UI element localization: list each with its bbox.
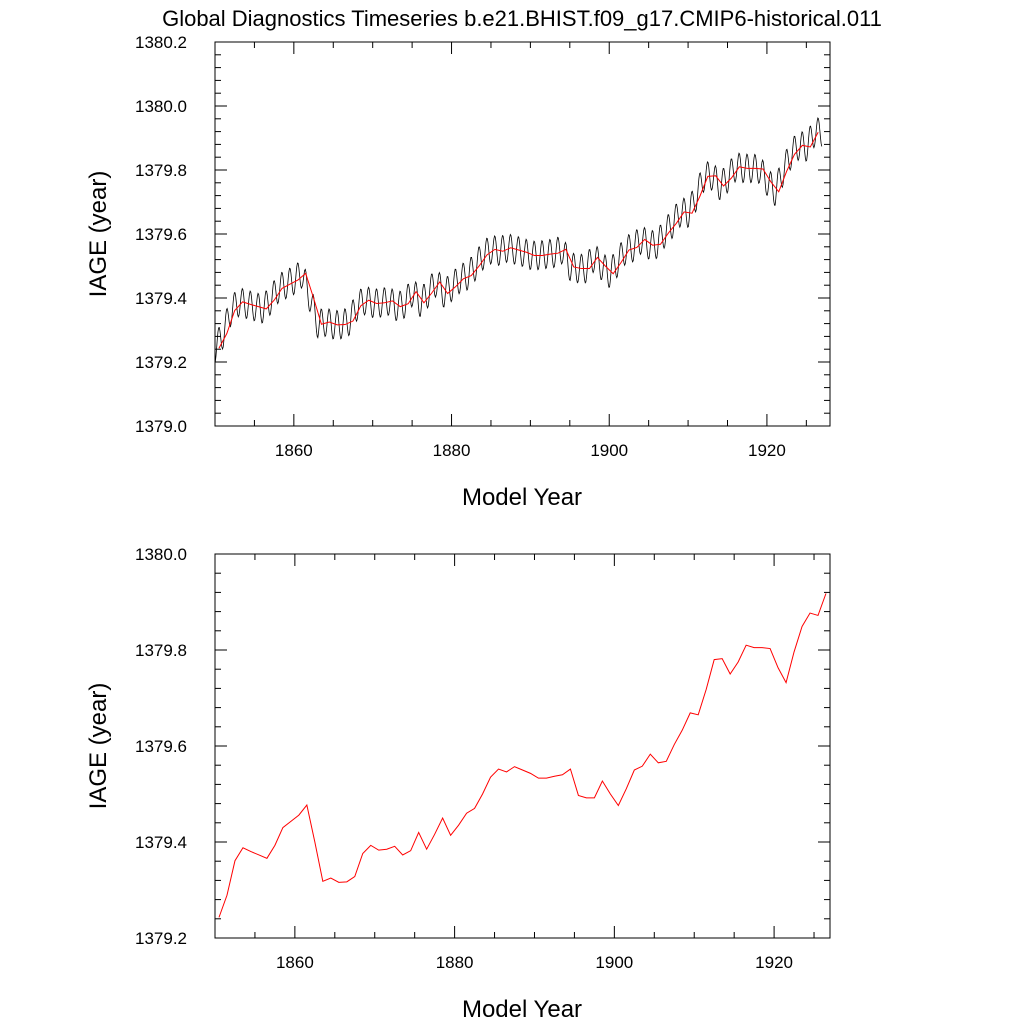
top-x-axis-label: Model Year: [462, 484, 582, 511]
top-y-tick-label: 1380.2: [135, 33, 187, 52]
figure-title: Global Diagnostics Timeseries b.e21.BHIS…: [162, 6, 882, 31]
bottom-y-tick-label: 1379.6: [135, 737, 187, 756]
top-y-tick-label: 1379.0: [135, 417, 187, 436]
bottom-x-tick-label: 1860: [276, 953, 314, 972]
top-x-tick-label: 1900: [590, 441, 628, 460]
top-y-tick-label: 1379.6: [135, 225, 187, 244]
bottom-panel: Model Year IAGE (year) 1860 1880 1900 1920 1…: [85, 545, 831, 1023]
bottom-plot-frame: [214, 553, 831, 939]
top-annual-mean-series-line: [218, 132, 819, 349]
top-panel: Model Year IAGE (year) 1860 1880 1900 1920 1…: [85, 33, 831, 511]
top-monthly-series-line: [215, 117, 823, 362]
top-y-axis-label: IAGE (year): [85, 171, 112, 298]
bottom-annual-mean-series-line: [218, 593, 827, 918]
top-plot-frame: [214, 41, 831, 427]
bottom-y-tick-label: 1379.8: [135, 641, 187, 660]
bottom-y-tick-label: 1379.4: [135, 833, 187, 852]
bottom-x-tick-label: 1880: [436, 953, 474, 972]
top-y-tick-label: 1379.2: [135, 353, 187, 372]
bottom-y-axis-label: IAGE (year): [85, 683, 112, 810]
top-x-tick-label: 1860: [275, 441, 313, 460]
top-y-tick-label: 1380.0: [135, 97, 187, 116]
top-y-tick-label: 1379.4: [135, 289, 187, 308]
top-x-tick-label: 1920: [748, 441, 786, 460]
top-x-tick-label: 1880: [433, 441, 471, 460]
bottom-y-tick-label: 1379.2: [135, 929, 187, 948]
bottom-x-tick-label: 1920: [755, 953, 793, 972]
bottom-x-tick-label: 1900: [595, 953, 633, 972]
top-y-tick-label: 1379.8: [135, 161, 187, 180]
bottom-x-axis-label: Model Year: [462, 996, 582, 1023]
bottom-y-tick-label: 1380.0: [135, 545, 187, 564]
